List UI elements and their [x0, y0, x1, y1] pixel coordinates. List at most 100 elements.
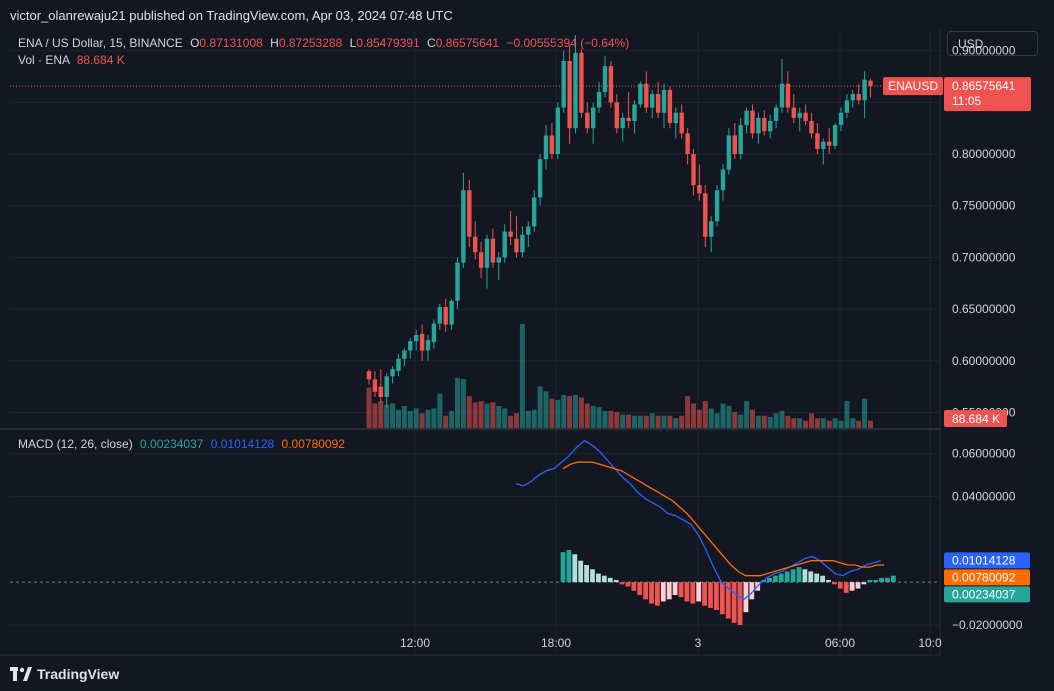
candle-body [532, 197, 537, 227]
macd-histogram-bar [802, 569, 808, 583]
candle-body [714, 190, 720, 222]
candle-body [378, 386, 383, 397]
macd-histogram-bar [702, 582, 707, 606]
candle-body [455, 262, 460, 301]
volume-bar [502, 408, 508, 428]
volume-bar [785, 415, 791, 428]
macd-histogram-bar [596, 573, 601, 583]
candle-body [655, 94, 661, 113]
candle-body [596, 92, 602, 108]
last-price-tag-bg [944, 77, 1031, 112]
macd-histogram-bar [885, 577, 890, 583]
candle-body [850, 94, 855, 101]
symbol-tag-bg [883, 77, 943, 96]
volume-bar [419, 413, 425, 428]
symbol-tag-label: ENAUSD [888, 79, 938, 93]
candle-body [720, 169, 726, 191]
candle-body [437, 307, 442, 324]
currency-button[interactable]: USD [947, 31, 1038, 56]
macd-title[interactable]: MACD (12, 26, close) [18, 437, 133, 451]
volume-value: 88.684 K [76, 53, 125, 67]
candle-body [425, 340, 431, 351]
candle-body [573, 52, 578, 129]
candle-body [443, 307, 448, 325]
volume-bar [667, 415, 673, 428]
volume-bar [496, 405, 502, 428]
candle-body [750, 110, 755, 134]
macd-histogram-bar [678, 582, 684, 598]
macd-histogram-bar [619, 582, 625, 585]
candle-body [632, 104, 637, 121]
close-value: 0.86575641 [435, 36, 500, 50]
candle-body [614, 102, 619, 129]
macd-histogram-bar [849, 582, 855, 591]
macd-histogram-bar [891, 575, 896, 583]
candle-body [390, 369, 395, 377]
volume-bar [626, 414, 632, 428]
volume-bar [844, 401, 850, 428]
volume-bar [655, 415, 661, 428]
macd-histogram-bar [666, 582, 672, 600]
volume-bar [809, 413, 814, 428]
open-label: O [190, 36, 200, 50]
candle-body [561, 61, 566, 108]
volume-bar [372, 403, 378, 428]
candle-body [650, 94, 655, 108]
candle-body [791, 107, 796, 118]
volume-bar [820, 418, 826, 428]
macd-histogram-bar [778, 573, 784, 583]
tradingview-logo[interactable]: TradingView [10, 666, 119, 682]
volume-bar [484, 403, 490, 428]
macd-histogram-bar [725, 582, 731, 619]
macd-histogram-bar [643, 582, 648, 600]
price-tick-label: 0.65000000 [952, 302, 1016, 316]
volume-bar [525, 410, 531, 428]
time-tick-label: 18:00 [541, 636, 571, 650]
volume-bar [850, 418, 856, 428]
candle-body [803, 112, 808, 121]
candle-body [785, 83, 791, 108]
volume-bar [696, 409, 702, 428]
candle-body [809, 120, 814, 134]
macd-histogram-bar [584, 565, 589, 583]
volume-bar [720, 403, 726, 428]
candle-body [738, 125, 743, 155]
volume-bar [797, 418, 803, 428]
volume-bar [738, 414, 744, 428]
macd-histogram-bar [790, 569, 796, 583]
price-tick-label: 0.80000000 [952, 147, 1016, 161]
price-tick-label: 0.60000000 [952, 354, 1016, 368]
volume-bar [437, 393, 443, 428]
macd-histogram-bar [601, 575, 607, 583]
candle-body [585, 112, 590, 129]
volume-bar [691, 403, 696, 428]
candle-body [608, 66, 614, 103]
volume-bar [637, 415, 643, 428]
volume-bar [431, 408, 437, 428]
candle-body [567, 61, 572, 129]
volume-bar [578, 397, 584, 428]
macd-histogram-bar [867, 580, 873, 583]
volume-bar [702, 401, 708, 428]
candle-body [732, 135, 737, 155]
macd-histogram-bar [843, 582, 849, 593]
candle-body [372, 379, 378, 392]
candle-body [762, 117, 767, 132]
signal-line-tag-label: 0.00780092 [952, 570, 1016, 584]
candle-body [709, 221, 714, 237]
symbol-name[interactable]: ENA / US Dollar, 15, BINANCE [18, 36, 183, 50]
volume-bar [773, 413, 779, 428]
volume-bar [826, 420, 832, 428]
volume-bar [549, 398, 555, 428]
candle-body [626, 117, 631, 121]
volume-bar [714, 413, 720, 428]
candles-group [366, 35, 873, 408]
volume-bar [508, 415, 514, 428]
volume-bar [803, 420, 809, 428]
volume-label[interactable]: Vol · ENA [18, 53, 70, 67]
candle-body [419, 333, 425, 351]
candle-body [797, 112, 802, 118]
candle-body [520, 234, 525, 253]
macd-histogram-bar [572, 554, 578, 583]
